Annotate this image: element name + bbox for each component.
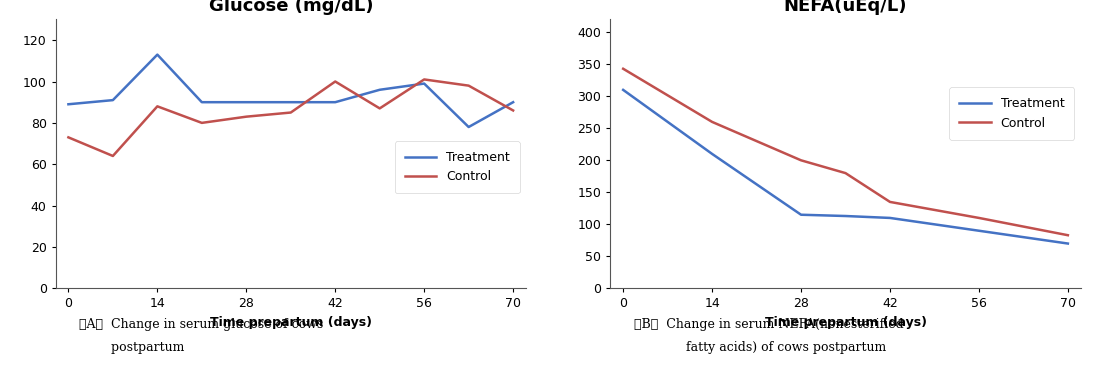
Treatment: [705, 152, 719, 156]
Control: [883, 200, 897, 204]
Treatment: [284, 100, 297, 105]
Control: [705, 119, 719, 124]
Control: [839, 171, 852, 175]
Legend: Treatment, Control: Treatment, Control: [394, 141, 519, 193]
Treatment: [1062, 241, 1075, 246]
Control: [150, 104, 164, 109]
Control: [61, 135, 75, 140]
Control: [195, 121, 208, 125]
Treatment: [883, 216, 897, 220]
X-axis label: Time prepartum (days): Time prepartum (days): [209, 316, 372, 329]
Treatment: [794, 212, 808, 217]
Treatment: [61, 102, 75, 107]
Treatment: [462, 125, 476, 130]
Control: [794, 158, 808, 163]
Line: Treatment: Treatment: [623, 90, 1068, 244]
Treatment: [150, 52, 164, 57]
Control: [240, 114, 253, 119]
Title: Glucose (mg/dL): Glucose (mg/dL): [208, 0, 373, 15]
Control: [418, 77, 431, 82]
Control: [373, 106, 387, 111]
Treatment: [616, 88, 629, 92]
Line: Control: Control: [68, 79, 514, 156]
Control: [462, 83, 476, 88]
Control: [507, 108, 520, 113]
Treatment: [240, 100, 253, 105]
Legend: Treatment, Control: Treatment, Control: [949, 88, 1074, 140]
Control: [106, 154, 119, 158]
Treatment: [973, 228, 986, 233]
Treatment: [195, 100, 208, 105]
Text: 〈A〉  Change in serum glucose of cows
        postpartum: 〈A〉 Change in serum glucose of cows post…: [79, 318, 323, 354]
Line: Treatment: Treatment: [68, 54, 514, 127]
Treatment: [418, 81, 431, 86]
Title: NEFA(uEq/L): NEFA(uEq/L): [784, 0, 907, 15]
Treatment: [507, 100, 520, 105]
Line: Control: Control: [623, 69, 1068, 235]
Treatment: [839, 214, 852, 218]
Control: [284, 110, 297, 115]
Control: [1062, 233, 1075, 238]
X-axis label: Time prepartum (days): Time prepartum (days): [764, 316, 927, 329]
Treatment: [106, 98, 119, 102]
Control: [329, 79, 342, 84]
Control: [973, 216, 986, 220]
Text: 〈B〉  Change in serum NEFA(nonesterified
             fatty acids) of cows postpa: 〈B〉 Change in serum NEFA(nonesterified f…: [634, 318, 903, 354]
Control: [616, 67, 629, 71]
Treatment: [373, 88, 387, 92]
Treatment: [329, 100, 342, 105]
